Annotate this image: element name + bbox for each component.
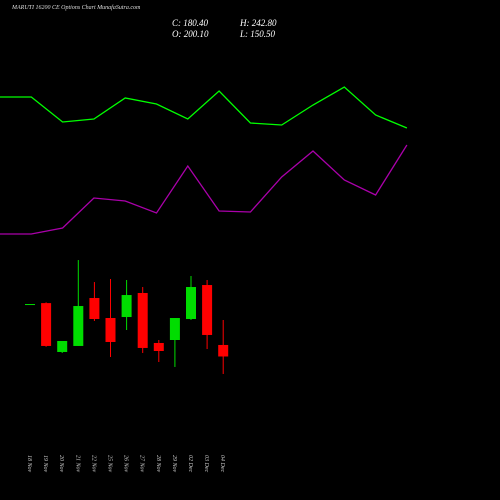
candle-body: [25, 304, 35, 306]
ohlc-close: C: 180.40: [172, 18, 209, 28]
ohlc-low: L: 150.50: [239, 29, 276, 39]
chart-title: MARUTI 16200 CE Options Chart MunafaSutr…: [11, 4, 141, 11]
ohlc-open: O: 200.10: [172, 29, 209, 39]
x-tick-label: 22 Nov: [90, 455, 96, 473]
candle-body: [73, 306, 84, 346]
candle-body: [89, 298, 100, 320]
x-tick-label: 28 Nov: [155, 455, 161, 473]
indicator-line: [0, 86, 408, 129]
candle-body: [202, 285, 213, 335]
x-tick-label: 25 Nov: [107, 455, 113, 473]
candle-body: [57, 340, 68, 352]
x-tick-label: 03 Dec: [203, 455, 209, 472]
x-tick-label: 29 Nov: [171, 455, 177, 473]
x-tick-label: 18 Nov: [26, 455, 32, 473]
x-tick-label: 26 Nov: [123, 455, 129, 473]
candle-body: [105, 318, 116, 342]
candle-body: [137, 292, 148, 348]
indicator-line: [0, 144, 408, 235]
candle-body: [41, 303, 52, 346]
candle-body: [186, 287, 196, 320]
x-tick-label: 19 Nov: [42, 455, 48, 473]
candle-body: [121, 295, 132, 318]
x-tick-label: 04 Dec: [219, 455, 226, 472]
x-tick-label: 21 Nov: [74, 455, 80, 473]
x-tick-label: 27 Nov: [139, 455, 145, 473]
candle-body: [169, 318, 180, 340]
candle-body: [218, 344, 229, 357]
x-tick-label: 20 Nov: [58, 455, 64, 473]
ohlc-high: H: 242.80: [239, 18, 277, 28]
candle-body: [153, 342, 164, 351]
x-tick-label: 02 Dec: [187, 455, 193, 472]
